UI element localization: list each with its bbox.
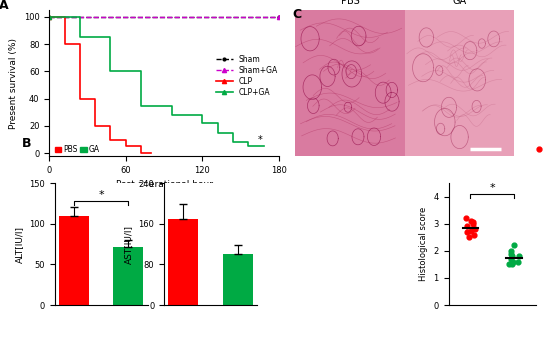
CLP <box>138 144 144 148</box>
CLP <box>123 138 129 142</box>
Point <box>467 218 476 224</box>
Bar <box>59 216 89 305</box>
Point <box>467 228 476 233</box>
CLP <box>107 124 114 128</box>
Point <box>513 259 522 264</box>
CLP+GA <box>199 113 206 117</box>
CLP+GA <box>77 35 83 39</box>
Text: PBS: PBS <box>341 0 359 6</box>
CLP <box>148 151 155 155</box>
CLP+GA <box>107 35 114 39</box>
Bar <box>223 254 253 305</box>
Point <box>507 256 515 262</box>
Y-axis label: ALT[IU/l]: ALT[IU/l] <box>15 225 24 263</box>
Text: B: B <box>22 137 32 150</box>
CLP+GA <box>107 69 114 74</box>
Point <box>508 254 516 259</box>
Point <box>507 248 515 254</box>
Text: *: * <box>490 183 495 193</box>
Point <box>470 232 479 237</box>
CLP <box>61 42 68 46</box>
CLP+GA <box>168 103 175 107</box>
CLP <box>92 97 98 101</box>
CLP+GA <box>77 15 83 19</box>
CLP <box>123 144 129 148</box>
Text: A: A <box>0 0 8 12</box>
Text: GA: GA <box>452 0 467 6</box>
CLP+GA <box>214 131 221 135</box>
CLP+GA <box>138 69 144 74</box>
Point <box>468 220 477 225</box>
Point <box>515 254 523 259</box>
Legend: Sham, Sham+GA, CLP, CLP+GA: Sham, Sham+GA, CLP, CLP+GA <box>214 53 280 98</box>
CLP+GA <box>230 131 236 135</box>
Legend: PBS, GA: PBS, GA <box>54 144 101 155</box>
CLP <box>92 124 98 128</box>
Point <box>471 226 480 232</box>
Point <box>509 259 518 264</box>
CLP+GA <box>260 144 267 148</box>
Bar <box>113 246 143 305</box>
Text: C: C <box>293 8 302 21</box>
CLP+GA <box>230 140 236 144</box>
Y-axis label: Present survival (%): Present survival (%) <box>9 38 18 128</box>
Point <box>462 229 471 235</box>
CLP <box>138 151 144 155</box>
Y-axis label: Histological score: Histological score <box>419 207 428 281</box>
Point <box>462 216 470 221</box>
Text: *: * <box>258 135 262 145</box>
CLP+GA <box>138 103 144 107</box>
CLP+GA <box>168 113 175 117</box>
Line: CLP+GA: CLP+GA <box>47 15 266 148</box>
CLP <box>107 138 114 142</box>
Point <box>507 251 515 256</box>
Legend: PBS, GA: PBS, GA <box>537 144 547 155</box>
CLP <box>77 97 83 101</box>
Text: *: * <box>98 190 104 200</box>
Point <box>505 262 514 267</box>
Point <box>468 221 477 226</box>
Point <box>462 224 471 229</box>
Point <box>508 262 516 267</box>
Point <box>465 235 474 240</box>
Y-axis label: AST[IU/l]: AST[IU/l] <box>124 224 133 264</box>
Bar <box>168 219 199 305</box>
CLP+GA <box>46 15 53 19</box>
Point <box>510 243 519 248</box>
CLP <box>77 42 83 46</box>
CLP+GA <box>199 121 206 125</box>
X-axis label: Post operational hour: Post operational hour <box>115 180 213 189</box>
CLP+GA <box>214 121 221 125</box>
CLP+GA <box>245 144 252 148</box>
CLP <box>61 15 68 19</box>
CLP <box>46 15 53 19</box>
CLP+GA <box>245 140 252 144</box>
Line: CLP: CLP <box>47 15 153 155</box>
